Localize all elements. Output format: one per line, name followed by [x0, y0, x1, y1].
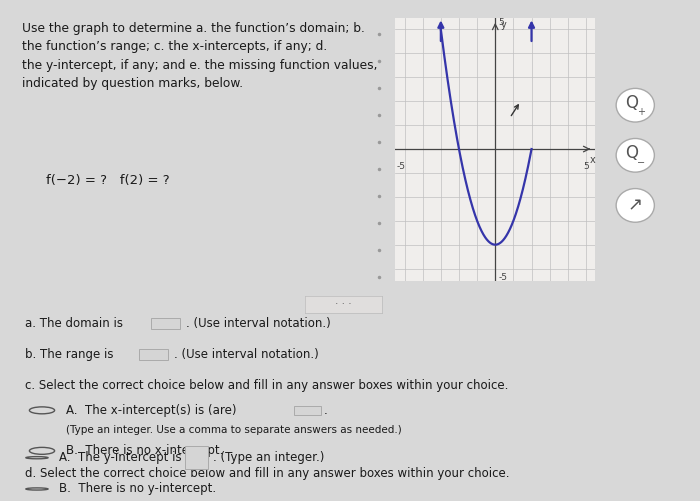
Text: .: .	[324, 404, 328, 417]
Circle shape	[616, 138, 654, 172]
Text: ↗: ↗	[628, 196, 643, 214]
Text: B.  There is no y-intercept.: B. There is no y-intercept.	[59, 482, 216, 495]
Text: · · ·: · · ·	[335, 300, 351, 309]
Text: +: +	[637, 107, 645, 117]
Text: Q: Q	[625, 94, 638, 112]
FancyBboxPatch shape	[185, 446, 208, 469]
Text: A.  The y-intercept is: A. The y-intercept is	[59, 451, 181, 464]
FancyBboxPatch shape	[294, 405, 321, 415]
Text: B.  There is no x-intercept.: B. There is no x-intercept.	[66, 444, 224, 457]
Circle shape	[616, 188, 654, 222]
Text: (Type an integer. Use a comma to separate answers as needed.): (Type an integer. Use a comma to separat…	[66, 425, 402, 435]
Text: -5: -5	[498, 274, 508, 283]
Text: Q: Q	[625, 144, 638, 162]
FancyBboxPatch shape	[139, 349, 168, 360]
Text: f(−2) = ?   f(2) = ?: f(−2) = ? f(2) = ?	[46, 174, 169, 187]
Text: d. Select the correct choice below and fill in any answer boxes within your choi: d. Select the correct choice below and f…	[25, 467, 509, 480]
Text: x: x	[589, 155, 595, 165]
Text: y: y	[500, 20, 506, 30]
Text: −: −	[636, 157, 645, 167]
Text: c. Select the correct choice below and fill in any answer boxes within your choi: c. Select the correct choice below and f…	[25, 379, 508, 392]
Circle shape	[616, 88, 654, 122]
Text: 5: 5	[498, 18, 504, 27]
Text: . (Type an integer.): . (Type an integer.)	[213, 451, 324, 464]
Text: A.  The x-intercept(s) is (are): A. The x-intercept(s) is (are)	[66, 404, 237, 417]
Text: a. The domain is: a. The domain is	[25, 317, 122, 330]
Text: -5: -5	[396, 162, 405, 171]
Text: . (Use interval notation.): . (Use interval notation.)	[186, 317, 330, 330]
Text: b. The range is: b. The range is	[25, 348, 113, 361]
FancyBboxPatch shape	[150, 318, 180, 329]
Text: . (Use interval notation.): . (Use interval notation.)	[174, 348, 318, 361]
Text: Use the graph to determine a. the function’s domain; b.
the function’s range; c.: Use the graph to determine a. the functi…	[22, 22, 378, 90]
Text: 5: 5	[583, 162, 589, 171]
